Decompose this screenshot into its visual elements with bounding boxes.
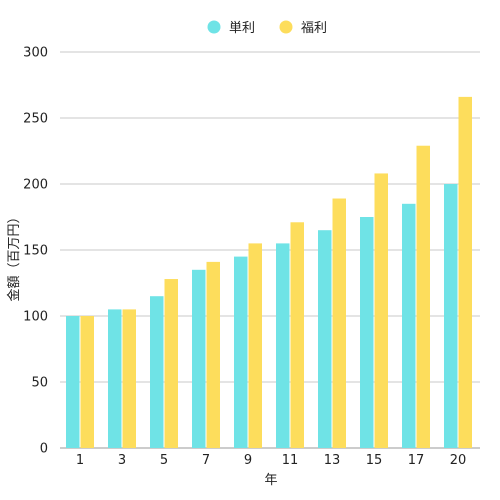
bar-simple-13 — [318, 230, 332, 448]
x-axis-title: 年 — [264, 473, 277, 488]
x-tick-label: 15 — [366, 453, 383, 468]
y-axis-ticks: 0 50 100 150 200 250 300 — [23, 46, 48, 457]
x-tick-label: 3 — [118, 453, 126, 468]
x-tick-label: 11 — [282, 453, 299, 468]
bar-simple-7 — [192, 269, 206, 448]
bar-simple-11 — [276, 243, 290, 448]
bar-simple-1 — [66, 316, 80, 448]
bar-compound-7 — [206, 261, 220, 448]
bars — [66, 96, 472, 448]
legend-label-simple: 単利 — [229, 20, 255, 36]
bar-compound-5 — [164, 279, 178, 448]
bar-compound-1 — [80, 316, 94, 448]
x-tick-label: 17 — [408, 453, 425, 468]
x-tick-label: 9 — [244, 453, 252, 468]
bar-simple-9 — [234, 256, 248, 448]
bar-simple-17 — [402, 203, 416, 448]
x-tick-label: 13 — [324, 453, 341, 468]
legend-label-compound: 福利 — [301, 21, 327, 36]
legend-marker-compound — [279, 20, 293, 34]
bar-compound-20 — [458, 96, 472, 448]
bar-compound-13 — [332, 198, 346, 448]
x-tick-label: 5 — [160, 453, 168, 468]
bar-compound-17 — [416, 145, 430, 448]
bar-compound-9 — [248, 243, 262, 448]
bar-simple-3 — [108, 309, 122, 448]
legend-marker-simple — [207, 20, 221, 34]
y-axis-title: 金額（百万円） — [6, 210, 22, 301]
bar-simple-20 — [444, 184, 458, 448]
y-tick-label: 0 — [40, 442, 48, 457]
y-tick-label: 150 — [23, 244, 48, 259]
x-tick-label: 7 — [202, 453, 210, 468]
bar-compound-15 — [374, 173, 388, 448]
y-tick-label: 200 — [23, 178, 48, 193]
x-tick-label: 20 — [450, 453, 467, 468]
bar-compound-3 — [122, 309, 136, 448]
y-tick-label: 50 — [31, 376, 48, 391]
bar-simple-5 — [150, 296, 164, 448]
bar-simple-15 — [360, 217, 374, 448]
y-tick-label: 100 — [23, 310, 48, 325]
bar-compound-11 — [290, 222, 304, 448]
legend: 単利 福利 — [207, 20, 327, 36]
y-tick-label: 300 — [23, 46, 48, 61]
y-tick-label: 250 — [23, 112, 48, 127]
x-axis-ticks: 1 3 5 7 9 11 13 15 17 20 — [76, 453, 466, 468]
x-tick-label: 1 — [76, 453, 84, 468]
